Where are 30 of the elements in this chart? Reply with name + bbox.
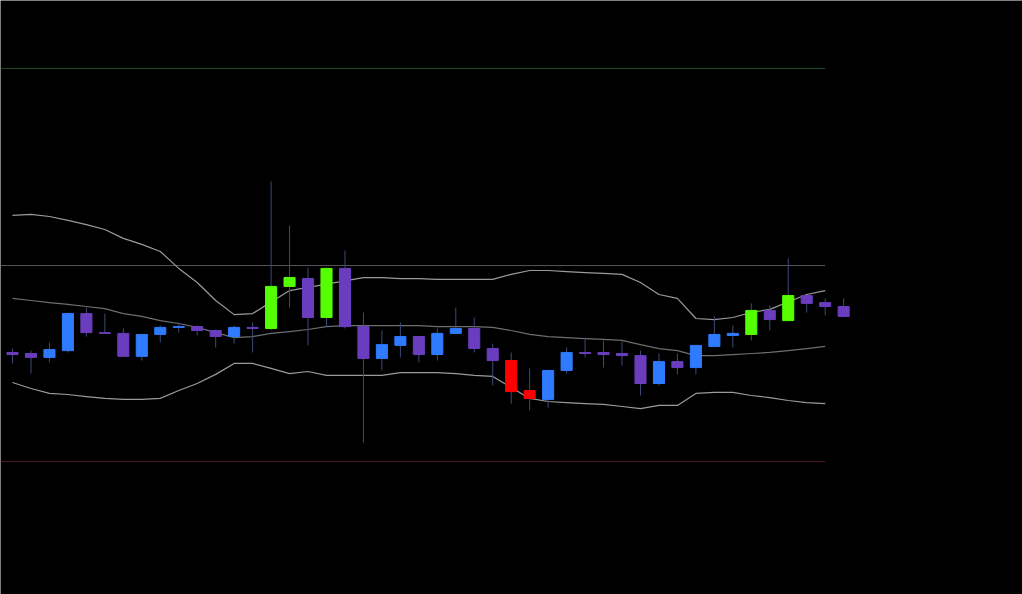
candlestick [671,353,684,375]
candlestick [394,321,407,358]
candlestick [135,333,148,362]
candlestick [523,367,536,411]
candlestick [449,307,462,334]
candlestick [246,321,259,353]
candlestick [412,336,425,363]
candlestick [117,327,130,357]
candlestick [209,328,222,348]
candlestick [172,321,185,334]
candlestick [597,339,610,369]
candlestick [560,347,573,375]
candlestick [228,325,241,345]
candlestick [468,316,481,353]
candlestick [375,330,388,371]
candlestick [43,342,56,363]
candlestick [431,327,444,362]
candlestick [80,307,93,338]
candlestick [486,343,499,387]
candlestick [579,338,592,358]
candlestick [726,325,739,348]
candlestick [708,315,721,347]
candlestick [98,313,111,334]
candlestick [763,304,776,332]
candlestick [283,225,296,309]
candlestick [689,344,702,375]
candlestick [652,353,665,387]
candlestick [24,350,38,375]
candlestick [615,340,629,367]
candlestick [837,297,850,317]
